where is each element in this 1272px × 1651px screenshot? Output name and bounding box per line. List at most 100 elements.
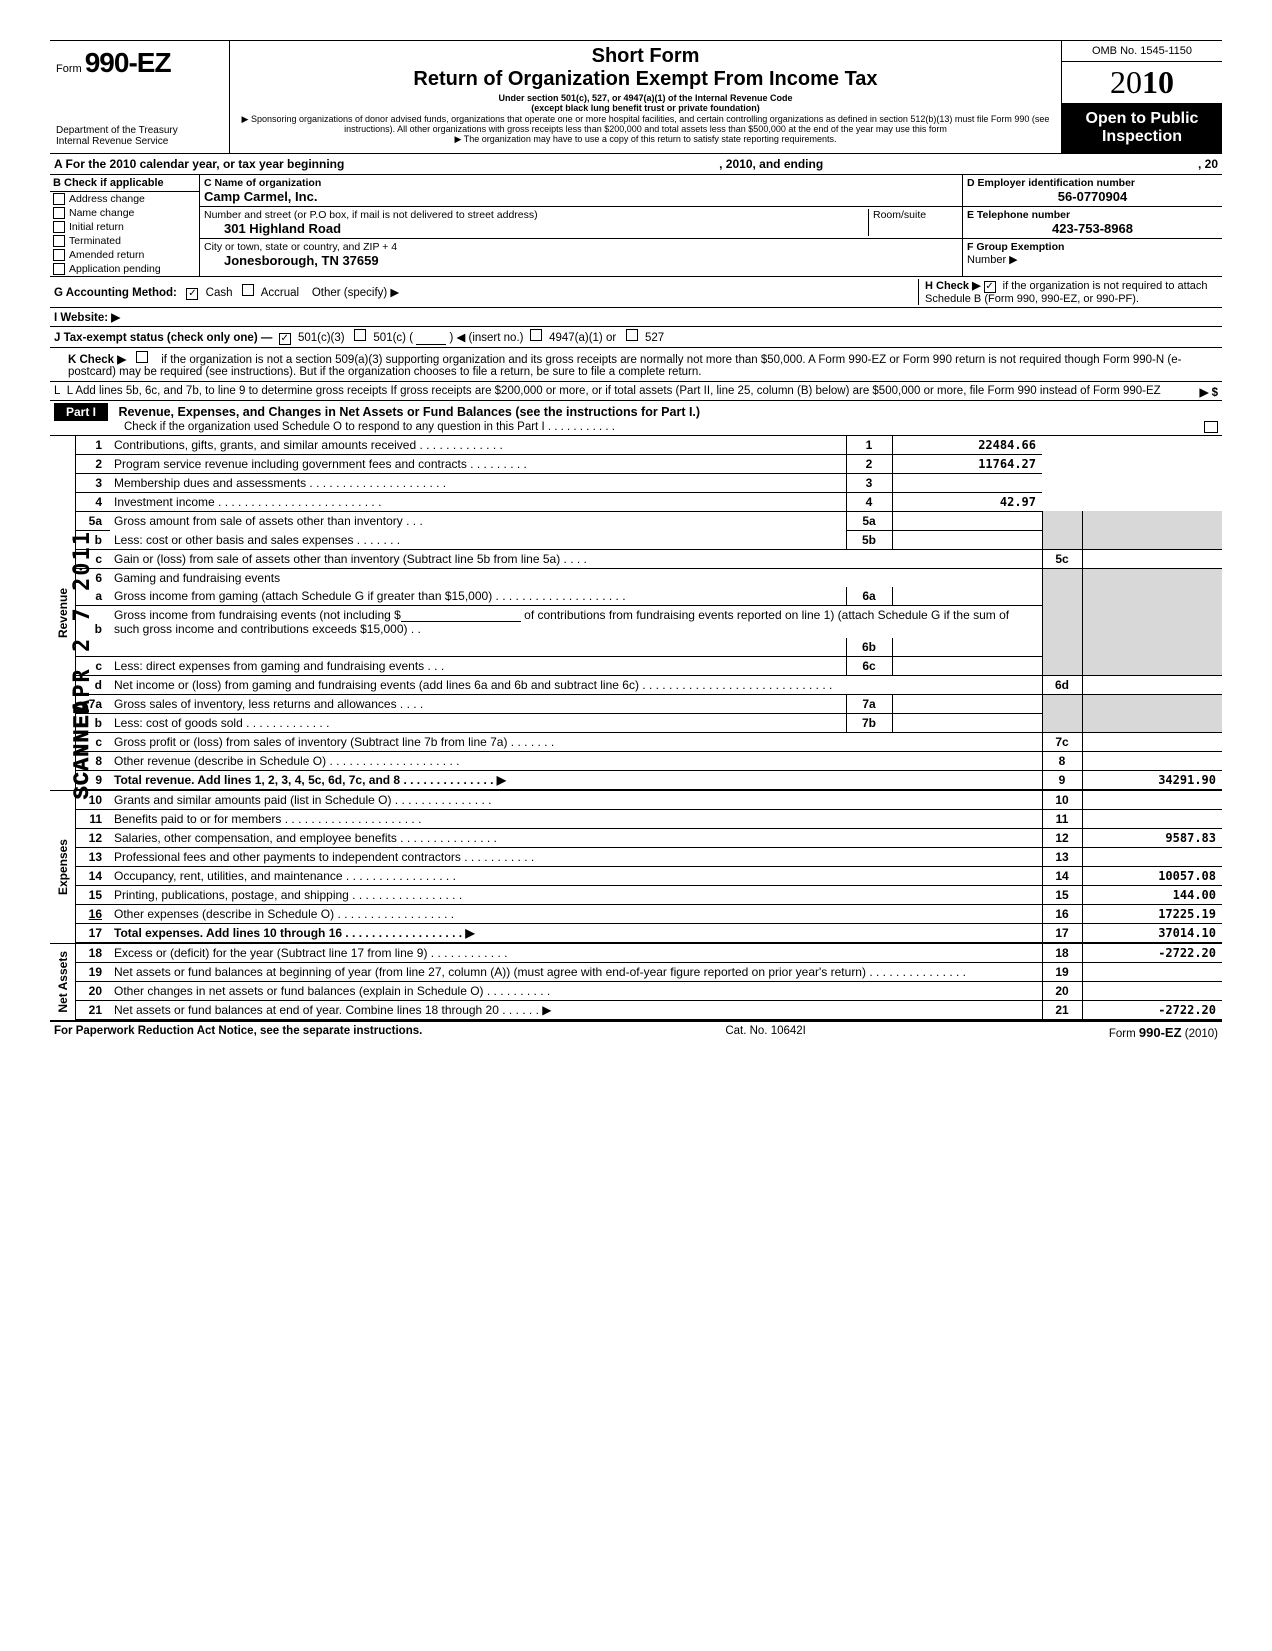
b-item-0: Address change xyxy=(69,193,145,205)
checkbox-icon[interactable] xyxy=(53,207,65,219)
line-7c: cGross profit or (loss) from sales of in… xyxy=(76,732,1222,751)
form-number: Form 990-EZ xyxy=(56,47,223,79)
d6: Gaming and fundraising events xyxy=(110,568,1042,587)
line-15: 15Printing, publications, postage, and s… xyxy=(76,885,1222,904)
chk-name[interactable]: Name change xyxy=(50,206,199,220)
v14: 10057.08 xyxy=(1082,866,1222,885)
checkbox-h-icon[interactable]: ✓ xyxy=(984,281,996,293)
g7 xyxy=(1042,694,1082,732)
subtitle2: (except black lung benefit trust or priv… xyxy=(240,103,1051,113)
checkbox-icon[interactable] xyxy=(53,249,65,261)
f-lbl: F Group Exemption xyxy=(967,241,1218,253)
v5c xyxy=(1082,549,1222,568)
year: 2010 xyxy=(1062,62,1222,104)
c-street-lbl: Number and street (or P.O box, if mail i… xyxy=(204,209,868,221)
chk-address[interactable]: Address change xyxy=(50,192,199,206)
checkbox-4947-icon[interactable] xyxy=(530,329,542,341)
v13 xyxy=(1082,847,1222,866)
n3: 3 xyxy=(76,473,110,492)
b19: 19 xyxy=(1042,962,1082,981)
chk-amended[interactable]: Amended return xyxy=(50,248,199,262)
d10: Grants and similar amounts paid (list in… xyxy=(110,791,1042,810)
d5a-wrap: Gross amount from sale of assets other t… xyxy=(110,511,846,530)
d15: Printing, publications, postage, and shi… xyxy=(110,885,1042,904)
dept1: Department of the Treasury xyxy=(56,125,223,136)
checkbox-501c3-icon[interactable]: ✓ xyxy=(279,333,291,345)
n2: 2 xyxy=(76,454,110,473)
b-item-4: Amended return xyxy=(69,249,144,261)
dept2: Internal Revenue Service xyxy=(56,136,223,147)
b-item-2: Initial return xyxy=(69,221,124,233)
checkbox-527-icon[interactable] xyxy=(626,329,638,341)
b17: 17 xyxy=(1042,923,1082,942)
v6d xyxy=(1082,675,1222,694)
l-text: L Add lines 5b, 6c, and 7b, to line 9 to… xyxy=(67,385,1161,397)
n15: 15 xyxy=(76,885,110,904)
title1: Short Form xyxy=(240,45,1051,68)
row-g: G Accounting Method: ✓ Cash Accrual Othe… xyxy=(50,277,1222,308)
footer-left: For Paperwork Reduction Act Notice, see … xyxy=(54,1025,422,1040)
line-18: 18Excess or (deficit) for the year (Subt… xyxy=(76,944,1222,963)
j-blank[interactable] xyxy=(416,333,446,345)
n5a: 5a xyxy=(76,511,110,530)
checkbox-cash-icon[interactable]: ✓ xyxy=(186,288,198,300)
expenses-section: Expenses 10Grants and similar amounts pa… xyxy=(50,791,1222,944)
mb6b: 6b xyxy=(846,638,892,657)
b1: 1 xyxy=(846,436,892,455)
checkbox-icon[interactable] xyxy=(53,235,65,247)
d21: Net assets or fund balances at end of ye… xyxy=(110,1000,1042,1019)
chk-pending[interactable]: Application pending xyxy=(50,262,199,276)
d7b: Less: cost of goods sold . . . . . . . .… xyxy=(110,713,846,732)
checkbox-icon[interactable] xyxy=(53,193,65,205)
gv5 xyxy=(1082,511,1222,549)
checkbox-icon[interactable] xyxy=(53,263,65,275)
open-public: Open to Public Inspection xyxy=(1062,104,1222,153)
line-6d: dNet income or (loss) from gaming and fu… xyxy=(76,675,1222,694)
n14: 14 xyxy=(76,866,110,885)
blank-6b[interactable] xyxy=(401,610,521,622)
b3: 3 xyxy=(846,473,892,492)
row-j: J Tax-exempt status (check only one) — ✓… xyxy=(50,327,1222,348)
line-4: 4Investment income . . . . . . . . . . .… xyxy=(76,492,1222,511)
footer-right-post: (2010) xyxy=(1182,1028,1218,1040)
b6d: 6d xyxy=(1042,675,1082,694)
footer-right-form: 990-EZ xyxy=(1139,1025,1182,1040)
n17: 17 xyxy=(76,923,110,942)
revenue-table: 1Contributions, gifts, grants, and simil… xyxy=(76,436,1222,790)
b21: 21 xyxy=(1042,1000,1082,1019)
n16: 16 xyxy=(76,904,110,923)
l-arrow: ▶ $ xyxy=(1200,385,1218,399)
chk-terminated[interactable]: Terminated xyxy=(50,234,199,248)
d16: Other expenses (describe in Schedule O) … xyxy=(110,904,1042,923)
n18: 18 xyxy=(76,944,110,963)
mv7a xyxy=(892,694,1042,713)
d6b2 xyxy=(110,638,846,657)
netassets-vlabel: Net Assets xyxy=(54,947,72,1017)
e-val: 423-753-8968 xyxy=(967,221,1218,236)
checkbox-501c-icon[interactable] xyxy=(354,329,366,341)
b-header: B Check if applicable xyxy=(50,175,199,192)
header-center: Short Form Return of Organization Exempt… xyxy=(230,41,1062,153)
b12: 12 xyxy=(1042,828,1082,847)
b9: 9 xyxy=(1042,770,1082,789)
d11: Benefits paid to or for members . . . . … xyxy=(110,809,1042,828)
v9: 34291.90 xyxy=(1082,770,1222,789)
checkbox-icon[interactable] xyxy=(53,221,65,233)
line-12: 12Salaries, other compensation, and empl… xyxy=(76,828,1222,847)
gv7 xyxy=(1082,694,1222,732)
chk-initial[interactable]: Initial return xyxy=(50,220,199,234)
form-header: Form 990-EZ Department of the Treasury I… xyxy=(50,40,1222,154)
d8: Other revenue (describe in Schedule O) .… xyxy=(110,751,1042,770)
checkbox-k-icon[interactable] xyxy=(136,351,148,363)
line-17: 17Total expenses. Add lines 10 through 1… xyxy=(76,923,1222,942)
netassets-section: Net Assets 18Excess or (deficit) for the… xyxy=(50,944,1222,1022)
d12: Salaries, other compensation, and employ… xyxy=(110,828,1042,847)
part1-label: Part I xyxy=(54,403,108,421)
v17: 37014.10 xyxy=(1082,923,1222,942)
row-a: A For the 2010 calendar year, or tax yea… xyxy=(50,154,1222,175)
checkbox-part1-icon[interactable] xyxy=(1204,421,1218,433)
line-14: 14Occupancy, rent, utilities, and mainte… xyxy=(76,866,1222,885)
checkbox-accrual-icon[interactable] xyxy=(242,284,254,296)
g-lbl: G Accounting Method: xyxy=(54,287,177,299)
mb6c: 6c xyxy=(846,656,892,675)
